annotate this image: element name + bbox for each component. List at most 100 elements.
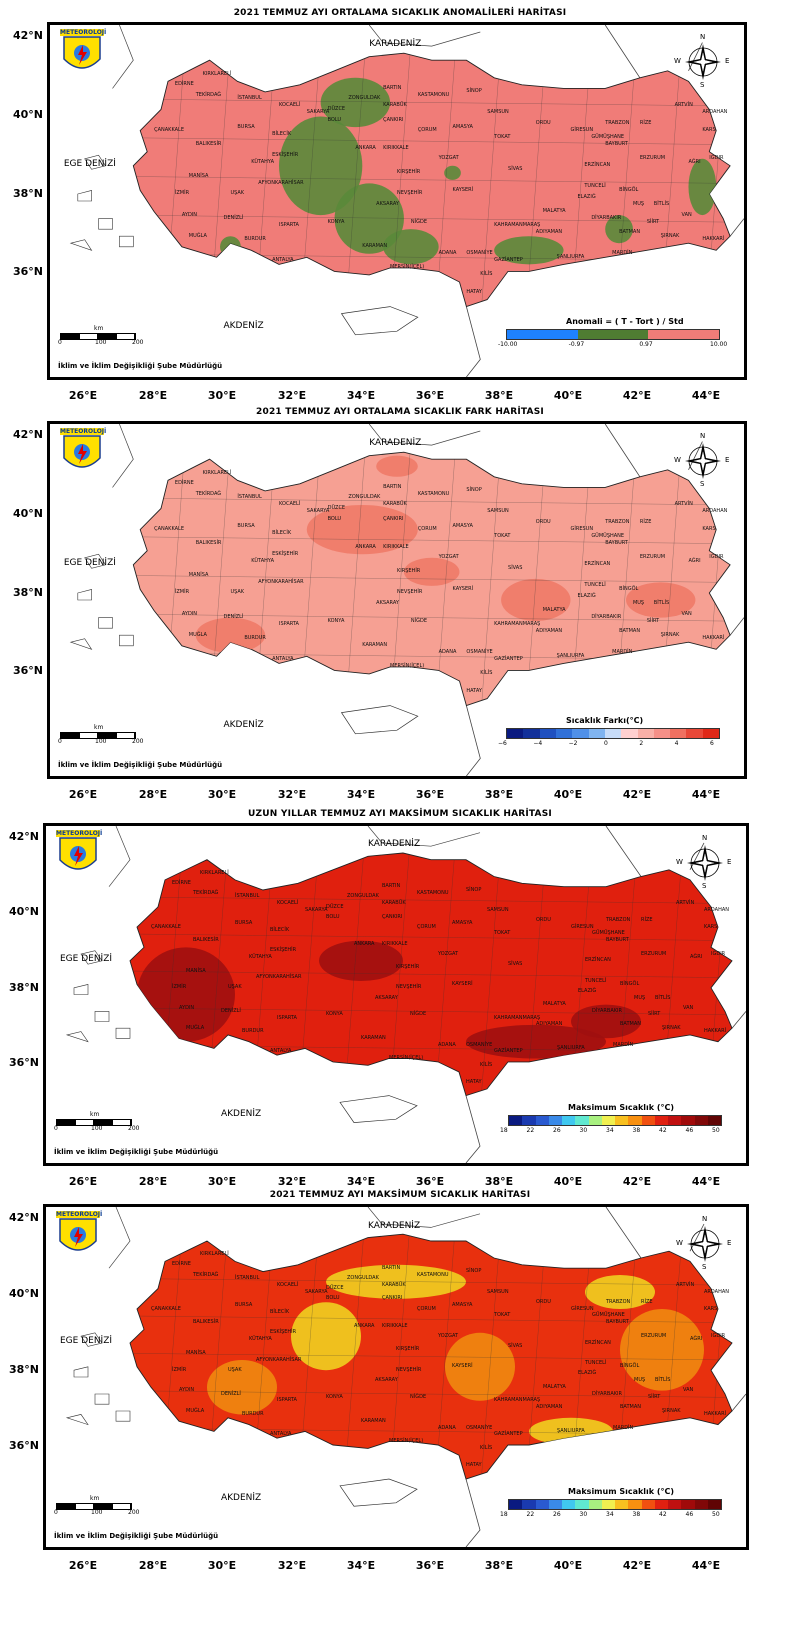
province-label: EDİRNE	[174, 81, 194, 88]
province-label: AFYONKARAHİSAR	[258, 578, 304, 585]
province-label: SİNOP	[466, 88, 482, 95]
cyprus-outline	[339, 1478, 418, 1507]
province-label: MERSİN(İÇEL)	[389, 1438, 424, 1445]
province-label: TEKİRDAĞ	[195, 490, 222, 497]
province-label: AYDIN	[181, 211, 198, 218]
province-label: SAMSUN	[487, 508, 509, 515]
value-patch	[445, 1332, 515, 1401]
latitude-label: 42°N	[12, 29, 43, 43]
scale-tick-label: 100	[95, 738, 107, 745]
province-label: BOLU	[326, 913, 340, 920]
province-label: NEVŞEHİR	[397, 589, 423, 596]
province-label: KARABÜK	[383, 501, 407, 508]
longitude-label: 44°E	[691, 389, 721, 402]
province-label: OSMANİYE	[466, 1041, 493, 1048]
province-label: SİNOP	[466, 487, 482, 494]
legend-tick-label: 38	[632, 1127, 641, 1134]
turkey-map	[65, 1207, 746, 1547]
map-title: UZUN YILLAR TEMMUZ AYI MAKSİMUM SICAKLIK…	[248, 809, 552, 819]
legend-swatch	[548, 1116, 562, 1125]
sea-label: EGE DENİZİ	[60, 1336, 113, 1347]
province-label: ANTALYA	[270, 1431, 292, 1438]
province-label: BİNGÖL	[620, 981, 640, 988]
province-label: SİİRT	[648, 1394, 661, 1400]
legend-swatch	[522, 1116, 536, 1125]
longitude-label: 36°E	[415, 1559, 445, 1572]
province-label: KIRIKKALE	[383, 144, 409, 151]
province-label: BALIKESİR	[195, 141, 222, 148]
province-label: ORDU	[535, 519, 551, 526]
province-label: DİYARBAKIR	[592, 1007, 622, 1014]
province-label: KAYSERİ	[452, 186, 474, 193]
province-label: MANİSA	[188, 571, 209, 578]
province-label: YOZGAT	[438, 554, 459, 561]
province-label: KİLİS	[480, 271, 493, 278]
province-label: KIRŞEHİR	[397, 568, 421, 575]
province-label: UŞAK	[228, 1366, 242, 1373]
province-label: BARTIN	[383, 84, 402, 91]
province-label: GAZİANTEP	[494, 1048, 523, 1055]
province-label: KARAMAN	[362, 243, 388, 250]
legend-colorbar	[506, 329, 720, 340]
province-label: TRABZON	[605, 519, 630, 526]
province-label: ELAZIĞ	[578, 987, 597, 994]
province-label: ANTALYA	[272, 656, 294, 663]
province-label: SAMSUN	[487, 109, 509, 116]
province-label: SİVAS	[508, 1343, 523, 1349]
province-label: MUĞLA	[186, 1407, 205, 1414]
province-label: MARDİN	[612, 649, 633, 656]
province-label: ADANA	[438, 250, 457, 257]
legend-tick-label: 50	[712, 1127, 720, 1134]
longitude-label: 28°E	[138, 788, 168, 801]
legend-swatch	[588, 729, 605, 738]
sea-label: KARADENİZ	[368, 839, 421, 850]
longitude-label: 42°E	[622, 788, 652, 801]
scale-tick-label: 100	[95, 339, 107, 346]
province-label: ESKİŞEHİR	[270, 947, 297, 954]
legend-swatch	[648, 330, 720, 339]
province-label: ARDAHAN	[702, 109, 728, 116]
province-label: ANTALYA	[272, 257, 294, 264]
province-label: ŞIRNAK	[662, 1407, 681, 1414]
map-title: 2021 TEMMUZ AYI ORTALAMA SICAKLIK FARK H…	[256, 407, 544, 417]
province-label: ANKARA	[354, 1322, 375, 1329]
province-label: BAYBURT	[605, 540, 628, 547]
province-label: NİĞDE	[410, 617, 427, 624]
province-label: TUNCELİ	[584, 183, 606, 190]
province-label: MARDİN	[612, 250, 633, 257]
province-label: TRABZON	[606, 1298, 631, 1305]
province-label: BALIKESİR	[193, 937, 219, 944]
longitude-label: 30°E	[207, 1175, 237, 1188]
compass-letter: E	[727, 858, 732, 866]
province-label: MANİSA	[186, 1349, 206, 1356]
province-label: AMASYA	[452, 123, 473, 130]
province-label: ÇANAKKALE	[151, 1305, 181, 1312]
province-label: GAZİANTEP	[494, 656, 523, 663]
latitude-label: 36°N	[8, 1056, 39, 1070]
province-label: SAMSUN	[487, 906, 509, 913]
sea-label: EGE DENİZİ	[60, 954, 113, 965]
longitude-label: 40°E	[553, 1175, 583, 1188]
map-title: 2021 TEMMUZ AYI ORTALAMA SICAKLIK ANOMAL…	[233, 8, 567, 18]
province-label: ORDU	[535, 120, 551, 127]
province-label: MARDİN	[613, 1041, 634, 1048]
province-label: KONYA	[326, 1011, 343, 1018]
longitude-label: 28°E	[138, 1175, 168, 1188]
province-label: KİLİS	[480, 670, 493, 677]
legend-swatch	[615, 1500, 629, 1509]
province-label: AKSARAY	[375, 994, 398, 1001]
province-label: BİLECİK	[270, 927, 290, 934]
cyprus-outline	[340, 306, 419, 336]
legend-swatch	[641, 1116, 655, 1125]
scale-unit: km	[90, 1495, 100, 1502]
province-label: ŞIRNAK	[660, 631, 680, 638]
province-label: İSTANBUL	[237, 95, 262, 102]
province-label: AKSARAY	[376, 600, 399, 606]
legend-swatch	[628, 1500, 642, 1509]
province-label: KARS	[704, 923, 718, 930]
coast-line	[108, 826, 481, 887]
longitude-label: 36°E	[415, 389, 445, 402]
province-label: ÇANKIRI	[383, 116, 404, 123]
province-label: GÜMÜŞHANE	[591, 134, 625, 141]
province-label: GİRESUN	[570, 127, 594, 134]
